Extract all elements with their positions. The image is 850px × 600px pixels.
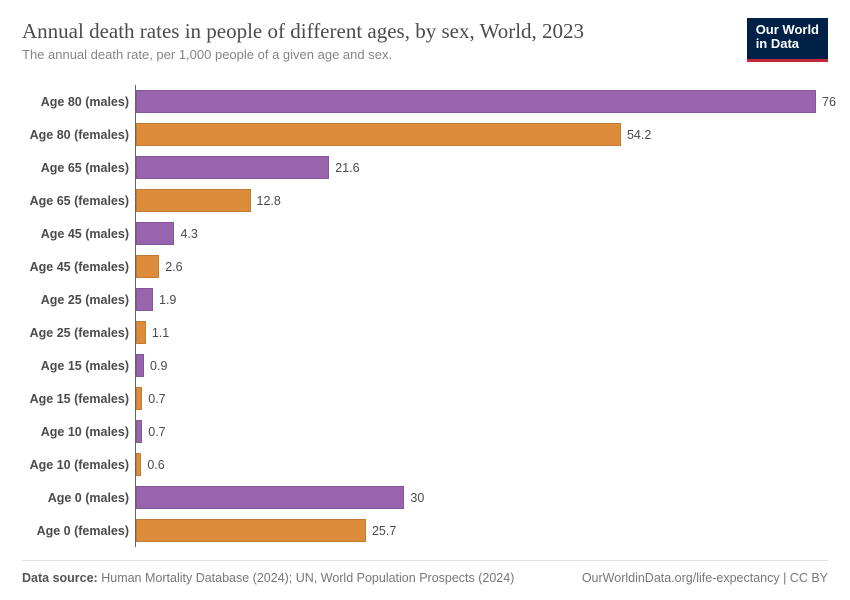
bar-category-label: Age 15 (females) (23, 392, 135, 406)
bar (136, 189, 251, 212)
bar-row: Age 25 (males) 1.9 (23, 283, 827, 316)
bar-track: 76 (135, 85, 836, 118)
bar-track: 0.7 (135, 382, 827, 415)
bar-row: Age 15 (males) 0.9 (23, 349, 827, 382)
bar-row: Age 80 (males)76 (23, 85, 827, 118)
bar-value-label: 4.3 (180, 227, 197, 241)
bar (136, 519, 366, 542)
bar-track: 25.7 (135, 514, 827, 547)
bar-value-label: 0.9 (150, 359, 167, 373)
bar (136, 222, 174, 245)
bar-row: Age 65 (males) 21.6 (23, 151, 827, 184)
bar (136, 453, 141, 476)
bar-category-label: Age 25 (females) (23, 326, 135, 340)
bar (136, 486, 404, 509)
bar-track: 30 (135, 481, 827, 514)
bar-category-label: Age 45 (females) (23, 260, 135, 274)
bar-row: Age 45 (females) 2.6 (23, 250, 827, 283)
bar-category-label: Age 45 (males) (23, 227, 135, 241)
bar-category-label: Age 80 (males) (23, 95, 135, 109)
bar-track: 0.6 (135, 448, 827, 481)
data-source: Data source: Human Mortality Database (2… (22, 571, 514, 585)
bar-track: 54.2 (135, 118, 827, 151)
bar-row: Age 10 (females) 0.6 (23, 448, 827, 481)
bar-row: Age 45 (males) 4.3 (23, 217, 827, 250)
bar-category-label: Age 65 (males) (23, 161, 135, 175)
bar-value-label: 25.7 (372, 524, 396, 538)
bar-track: 0.7 (135, 415, 827, 448)
bar-category-label: Age 80 (females) (23, 128, 135, 142)
logo-line-1: Our World (756, 23, 819, 37)
bar-value-label: 76 (822, 95, 836, 109)
chart-title: Annual death rates in people of differen… (22, 18, 584, 44)
bar (136, 387, 142, 410)
bar-track: 4.3 (135, 217, 827, 250)
bar-value-label: 12.8 (257, 194, 281, 208)
bar-category-label: Age 15 (males) (23, 359, 135, 373)
bar-track: 1.1 (135, 316, 827, 349)
bar-value-label: 2.6 (165, 260, 182, 274)
bar (136, 255, 159, 278)
owid-logo: Our World in Data (747, 18, 828, 62)
bar-row: Age 15 (females) 0.7 (23, 382, 827, 415)
bar-category-label: Age 10 (males) (23, 425, 135, 439)
bar (136, 420, 142, 443)
bar (136, 288, 153, 311)
bar-row: Age 80 (females) 54.2 (23, 118, 827, 151)
logo-line-2: in Data (756, 37, 819, 51)
bar-row: Age 25 (females) 1.1 (23, 316, 827, 349)
bar-value-label: 1.9 (159, 293, 176, 307)
bar (136, 321, 146, 344)
bar-track: 1.9 (135, 283, 827, 316)
bar-track: 21.6 (135, 151, 827, 184)
bar-category-label: Age 0 (females) (23, 524, 135, 538)
bar-category-label: Age 0 (males) (23, 491, 135, 505)
bar-row: Age 0 (males) 30 (23, 481, 827, 514)
bar-value-label: 0.7 (148, 392, 165, 406)
bar-value-label: 21.6 (335, 161, 359, 175)
bar-value-label: 54.2 (627, 128, 651, 142)
chart-subtitle: The annual death rate, per 1,000 people … (22, 47, 584, 62)
data-source-text: Human Mortality Database (2024); UN, Wor… (101, 571, 514, 585)
bar-track: 0.9 (135, 349, 827, 382)
bar-value-label: 0.7 (148, 425, 165, 439)
attribution: OurWorldinData.org/life-expectancy | CC … (582, 571, 828, 585)
bar-row: Age 10 (males) 0.7 (23, 415, 827, 448)
bar-category-label: Age 65 (females) (23, 194, 135, 208)
bar-value-label: 0.6 (147, 458, 164, 472)
bar-track: 12.8 (135, 184, 827, 217)
bar (136, 156, 329, 179)
bar (136, 123, 621, 146)
bar-row: Age 0 (females) 25.7 (23, 514, 827, 547)
bar-value-label: 30 (410, 491, 424, 505)
bar-category-label: Age 10 (females) (23, 458, 135, 472)
chart-footer: Data source: Human Mortality Database (2… (22, 560, 828, 585)
bar-category-label: Age 25 (males) (23, 293, 135, 307)
data-source-label: Data source: (22, 571, 98, 585)
bar-row: Age 65 (females) 12.8 (23, 184, 827, 217)
bar-value-label: 1.1 (152, 326, 169, 340)
chart-plot-area: Age 80 (males)76Age 80 (females)54.2Age … (22, 84, 828, 546)
bar-track: 2.6 (135, 250, 827, 283)
bar (136, 354, 144, 377)
bar (136, 90, 816, 113)
